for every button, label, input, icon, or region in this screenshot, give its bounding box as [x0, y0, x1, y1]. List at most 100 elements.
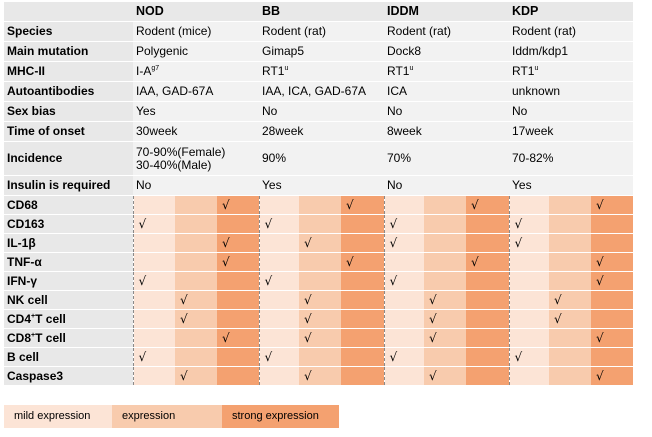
check-mark: √ — [304, 330, 312, 345]
expression-row: CD4+T cell √ √ √ √ — [4, 309, 633, 329]
marker-label: CD4+T cell — [4, 309, 133, 329]
expression-cell — [549, 252, 591, 272]
info-cell: Rodent (mice) — [133, 21, 259, 42]
marker-label: IL-1β — [4, 233, 133, 253]
cell-value: No — [136, 178, 152, 192]
expression-cell: √ — [175, 366, 217, 386]
expression-cell: √ — [258, 214, 299, 234]
expression-cell: √ — [591, 271, 633, 291]
check-mark: √ — [264, 216, 273, 231]
expression-cell: √ — [175, 290, 217, 310]
marker-name: CD8 — [7, 330, 32, 345]
expression-cell — [591, 233, 633, 253]
expression-cell — [383, 366, 424, 386]
expression-row: CD8+T cell √ √ √ √ — [4, 328, 633, 348]
marker-label: CD8+T cell — [4, 328, 133, 348]
expression-cell: √ — [591, 195, 633, 215]
check-mark: √ — [346, 197, 354, 212]
cell-value: unknown — [512, 84, 561, 98]
expression-cell: √ — [508, 347, 549, 367]
marker-name: IL-1β — [7, 235, 36, 250]
check-mark: √ — [429, 368, 437, 383]
check-mark: √ — [596, 368, 604, 383]
check-mark: √ — [180, 368, 188, 383]
expression-cell — [424, 252, 466, 272]
expression-cell — [383, 252, 424, 272]
marker-name-suffix: T cell — [35, 311, 66, 326]
expression-cell — [466, 366, 509, 386]
header-row: NOD BB IDDM KDP — [4, 2, 633, 22]
expression-cell — [258, 366, 299, 386]
check-mark: √ — [429, 330, 437, 345]
expression-cell — [383, 195, 424, 215]
expression-cell — [175, 347, 217, 367]
cell-value: Rodent (mice) — [136, 24, 212, 38]
check-mark: √ — [304, 368, 312, 383]
cell-value: ICA — [387, 84, 408, 98]
check-mark: √ — [222, 235, 230, 250]
check-mark: √ — [389, 216, 398, 231]
cell-value: Yes — [262, 178, 282, 192]
check-mark: √ — [514, 235, 523, 250]
check-mark: √ — [514, 216, 523, 231]
info-section: Species Rodent (mice) Rodent (rat) Rodent (… — [4, 21, 633, 196]
expression-cell: √ — [217, 195, 259, 215]
expression-cell — [424, 271, 466, 291]
legend-mild: mild expression — [4, 405, 112, 428]
expression-cell: √ — [258, 347, 299, 367]
cell-superscript: u — [534, 65, 539, 72]
expression-row: B cell √ √ √ √ — [4, 347, 633, 367]
expression-cell: √ — [466, 252, 509, 272]
row-label: Time of onset — [4, 121, 133, 142]
info-cell: IAA, GAD-67A — [133, 81, 259, 102]
expression-cell — [299, 271, 341, 291]
row-label: Autoantibodies — [4, 81, 133, 102]
expression-cell — [258, 290, 299, 310]
info-cell: No — [384, 175, 509, 196]
column-header-kdp: KDP — [509, 2, 633, 22]
check-mark: √ — [304, 235, 312, 250]
check-mark: √ — [389, 235, 398, 250]
expression-cell — [258, 195, 299, 215]
cell-value: 30week — [136, 124, 178, 138]
check-mark: √ — [429, 292, 437, 307]
expression-cell — [299, 347, 341, 367]
expression-cell — [341, 271, 384, 291]
info-cell: unknown — [509, 81, 633, 102]
cell-value: Rodent (rat) — [512, 24, 577, 38]
expression-cell: √ — [132, 271, 175, 291]
check-mark: √ — [596, 273, 604, 288]
expression-cell — [466, 309, 509, 329]
expression-cell: √ — [299, 290, 341, 310]
info-cell: No — [384, 101, 509, 122]
expression-cell — [466, 214, 509, 234]
check-mark: √ — [514, 349, 523, 364]
info-cell: 17week — [509, 121, 633, 142]
expression-cell — [424, 214, 466, 234]
expression-row: IL-1β √ √ √ √ — [4, 233, 633, 253]
info-cell: Dock8 — [384, 41, 509, 62]
expression-cell: √ — [591, 252, 633, 272]
marker-name: B cell — [7, 349, 40, 364]
marker-label: CD163 — [4, 214, 133, 234]
expression-cell — [132, 195, 175, 215]
marker-label: IFN-γ — [4, 271, 133, 291]
column-header-bb: BB — [259, 2, 384, 22]
expression-cell — [341, 214, 384, 234]
expression-cell — [549, 347, 591, 367]
expression-cell — [132, 309, 175, 329]
expression-cell: √ — [508, 214, 549, 234]
expression-cell — [217, 309, 259, 329]
expression-cell — [132, 252, 175, 272]
expression-cell — [466, 271, 509, 291]
cell-value: Rodent (rat) — [387, 24, 452, 38]
info-row: Sex bias Yes No No No — [4, 101, 633, 122]
expression-cell: √ — [466, 195, 509, 215]
info-cell: I-Ag7 — [133, 61, 259, 82]
expression-cell — [508, 328, 549, 348]
info-row: Species Rodent (mice) Rodent (rat) Rodent (… — [4, 21, 633, 42]
expression-cell: √ — [299, 309, 341, 329]
check-mark: √ — [138, 216, 147, 231]
expression-cell — [299, 214, 341, 234]
expression-cell — [591, 290, 633, 310]
